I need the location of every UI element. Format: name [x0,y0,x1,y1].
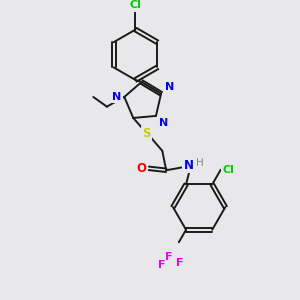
Text: F: F [176,258,184,268]
Text: F: F [158,260,165,270]
Text: S: S [142,127,151,140]
Text: F: F [165,252,173,262]
Text: H: H [196,158,204,167]
Text: Cl: Cl [223,165,235,175]
Text: O: O [137,162,147,175]
Text: N: N [159,118,168,128]
Text: Cl: Cl [130,0,141,10]
Text: N: N [184,159,194,172]
Text: N: N [112,92,122,102]
Text: N: N [165,82,174,92]
